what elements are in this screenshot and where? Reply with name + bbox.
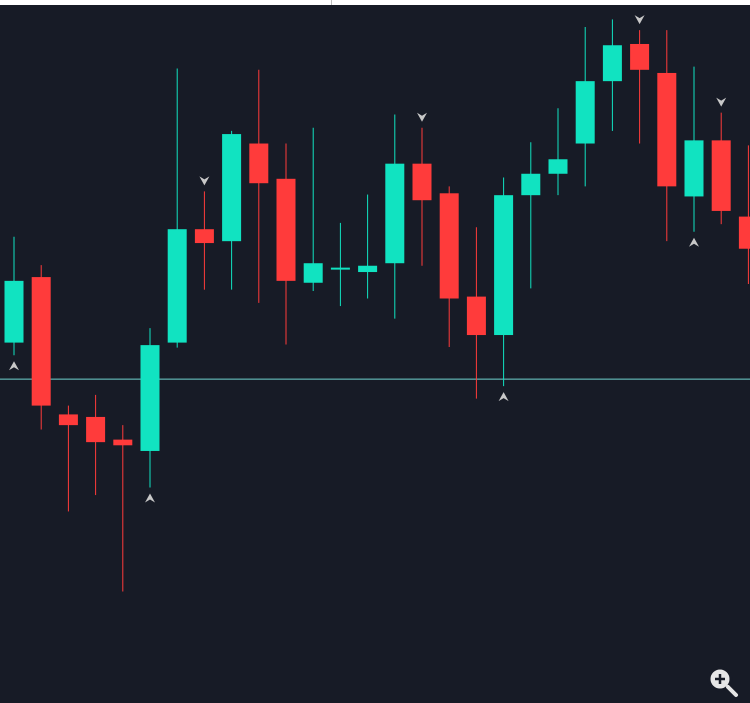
candle[interactable] [249, 69, 269, 303]
candle[interactable] [167, 68, 187, 348]
candle-body-bullish [4, 280, 24, 343]
fractal-down-arrow [498, 392, 509, 402]
candle[interactable] [630, 30, 650, 144]
candle[interactable] [439, 186, 459, 348]
fractal-up-arrow [716, 97, 727, 107]
candle[interactable] [86, 394, 106, 496]
chart-background [0, 5, 750, 703]
candle-body-bullish [575, 81, 595, 144]
candle[interactable] [602, 19, 622, 131]
candle[interactable] [738, 145, 750, 285]
fractal-down-arrow [9, 361, 19, 371]
zoom-in-icon[interactable] [707, 666, 738, 697]
candle-body-bearish [86, 416, 106, 443]
candle-body-bearish [249, 143, 269, 184]
candle-body-bearish [276, 178, 296, 281]
candle[interactable] [711, 112, 731, 225]
candle[interactable] [276, 143, 296, 345]
candle-body-bullish [167, 229, 187, 343]
candle[interactable] [58, 405, 78, 512]
candle[interactable] [521, 142, 541, 289]
candle-body-bearish [466, 296, 486, 336]
candle-body-bullish [548, 159, 568, 174]
candle[interactable] [494, 177, 514, 387]
candle[interactable] [31, 265, 51, 430]
fractal-up-arrow [417, 112, 427, 122]
window-top-strip [0, 0, 750, 5]
candle-body-bearish [113, 439, 133, 446]
candle-body-bearish [630, 43, 650, 70]
candle[interactable] [548, 108, 568, 196]
candle-body-bullish [494, 195, 514, 336]
candle[interactable] [330, 222, 350, 307]
candle[interactable] [385, 114, 405, 319]
candle-body-bullish [684, 140, 704, 197]
candle-body-bearish [412, 163, 432, 201]
candlestick-chart[interactable] [0, 5, 750, 703]
zoom-in-button[interactable] [703, 662, 741, 700]
chart-area[interactable] [0, 5, 750, 703]
candle-body-bullish [358, 265, 378, 273]
candle-body-bearish [657, 72, 677, 187]
candle-body-bullish [222, 134, 242, 242]
candle-body-bearish [738, 216, 750, 249]
candle-body-bullish [303, 263, 323, 283]
candles-layer [4, 19, 750, 592]
candle[interactable] [684, 66, 704, 232]
candle[interactable] [575, 26, 595, 187]
candle-body-bearish [31, 277, 51, 406]
candle[interactable] [657, 30, 677, 242]
candle-body-bearish [439, 193, 459, 299]
candle[interactable] [4, 236, 24, 356]
fractal-up-arrow [634, 15, 645, 25]
candle[interactable] [222, 130, 242, 290]
candle-body-bearish [711, 140, 731, 211]
candle[interactable] [412, 127, 432, 266]
candle-body-bullish [521, 173, 541, 196]
fractal-down-arrow [689, 237, 699, 247]
candle[interactable] [113, 425, 133, 592]
candle[interactable] [140, 328, 160, 488]
candle-body-bullish [140, 345, 160, 451]
candle-body-bullish [602, 45, 622, 82]
candle[interactable] [466, 227, 486, 399]
fractal-up-arrow [199, 176, 210, 186]
candle-body-bullish [385, 163, 405, 264]
candle-body-bearish [194, 229, 214, 244]
top-strip-divider [331, 0, 332, 5]
candle[interactable] [194, 191, 214, 290]
fractals-layer [9, 15, 727, 503]
candle-body-bullish [330, 267, 350, 270]
candle[interactable] [303, 127, 323, 291]
candle[interactable] [358, 194, 378, 299]
fractal-down-arrow [145, 493, 155, 503]
candle-body-bearish [58, 414, 78, 426]
